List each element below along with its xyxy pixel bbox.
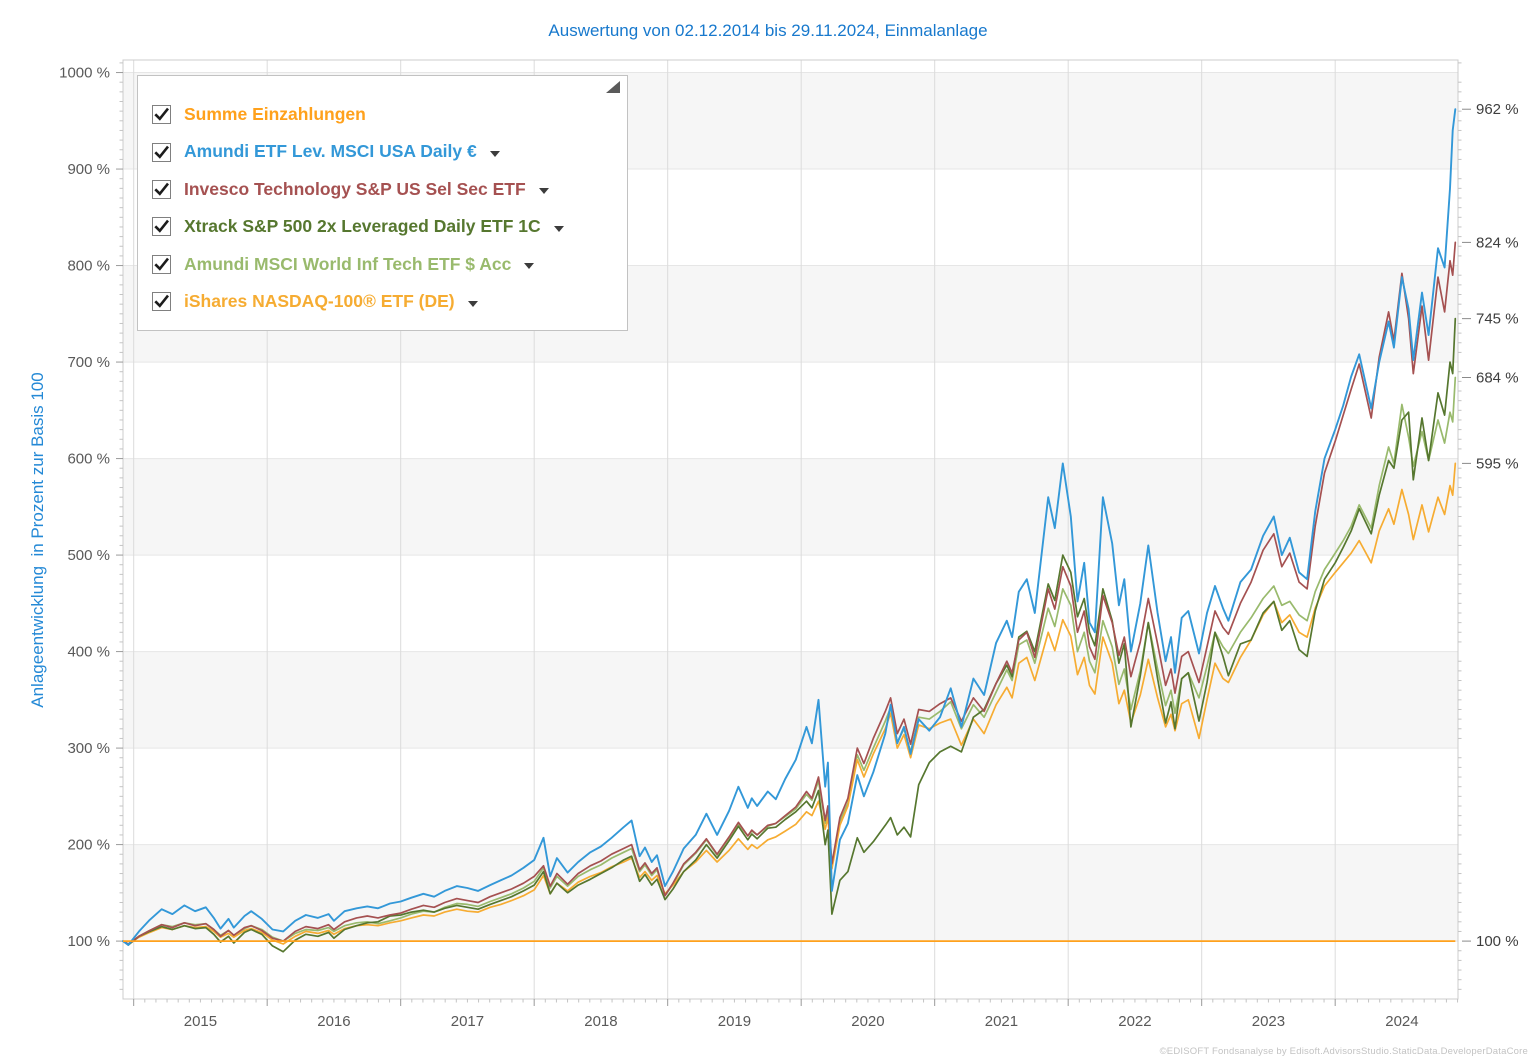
y-axis-label: 900 %: [67, 161, 110, 178]
x-axis-label: 2018: [584, 1013, 617, 1030]
x-axis-label: 2015: [184, 1013, 217, 1030]
legend-panel: Summe Einzahlungen Amundi ETF Lev. MSCI U…: [137, 75, 628, 331]
legend-item-5: Amundi MSCI World Inf Tech ETF $ Acc: [152, 246, 617, 283]
y-axis-label: 1000 %: [59, 65, 110, 82]
checkmark-icon: [154, 220, 169, 234]
legend-collapse-icon[interactable]: [606, 81, 620, 93]
legend-dropdown-icon-6[interactable]: [467, 300, 478, 307]
y-axis-label: 200 %: [67, 837, 110, 854]
y-axis-label: 400 %: [67, 644, 110, 661]
legend-checkbox-1[interactable]: [152, 105, 171, 125]
legend-checkbox-2[interactable]: [152, 142, 171, 162]
legend-label-4: Xtrack S&P 500 2x Leveraged Daily ETF 1C: [184, 216, 541, 237]
legend-label-5: Amundi MSCI World Inf Tech ETF $ Acc: [184, 253, 512, 274]
end-value-label-3: 824 %: [1476, 234, 1519, 251]
end-value-label-2: 962 %: [1476, 101, 1519, 118]
series-line-4: [122, 317, 1457, 953]
legend-checkbox-5[interactable]: [152, 254, 171, 274]
series-line-2: [122, 108, 1457, 946]
series-line-3: [122, 241, 1457, 945]
legend-checkbox-4[interactable]: [152, 217, 171, 237]
y-axis-label: 300 %: [67, 740, 110, 757]
legend-rows: Summe Einzahlungen Amundi ETF Lev. MSCI U…: [152, 96, 617, 320]
y-axis-label: 600 %: [67, 451, 110, 468]
x-axis-label: 2019: [718, 1013, 751, 1030]
checkmark-icon: [154, 107, 169, 121]
y-axis-label: 800 %: [67, 258, 110, 275]
y-axis-label: 100 %: [67, 933, 110, 950]
legend-item-4: Xtrack S&P 500 2x Leveraged Daily ETF 1C: [152, 208, 617, 245]
x-axis-label: 2022: [1118, 1013, 1151, 1030]
legend-item-6: iShares NASDAQ-100® ETF (DE): [152, 283, 617, 320]
checkmark-icon: [154, 182, 169, 196]
y-axis-label: 700 %: [67, 354, 110, 371]
legend-dropdown-icon-3[interactable]: [538, 188, 549, 195]
chart-title: Auswertung von 02.12.2014 bis 29.11.2024…: [548, 21, 988, 40]
y-axis-title: Anlageentwicklung in Prozent zur Basis 1…: [28, 372, 47, 708]
legend-label-1: Summe Einzahlungen: [184, 103, 366, 124]
x-axis-label: 2024: [1385, 1013, 1418, 1030]
end-value-label-5: 684 %: [1476, 370, 1519, 387]
legend-checkbox-6[interactable]: [152, 292, 171, 312]
copyright-footer: ©EDISOFT Fondsanalyse by Edisoft.Advisor…: [1159, 1046, 1528, 1057]
x-axis-label: 2021: [985, 1013, 1018, 1030]
checkmark-icon: [154, 145, 169, 159]
end-value-label-1: 100 %: [1476, 933, 1519, 950]
legend-item-3: Invesco Technology S&P US Sel Sec ETF: [152, 171, 617, 208]
legend-label-6: iShares NASDAQ-100® ETF (DE): [184, 290, 455, 311]
checkmark-icon: [154, 257, 169, 271]
y-axis-label: 500 %: [67, 547, 110, 564]
legend-dropdown-icon-2[interactable]: [489, 151, 500, 158]
legend-dropdown-icon-4[interactable]: [553, 225, 564, 232]
legend-dropdown-icon-5[interactable]: [524, 263, 535, 270]
plot-band: [123, 458, 1458, 556]
x-axis-label: 2016: [317, 1013, 350, 1030]
legend-label-2: Amundi ETF Lev. MSCI USA Daily €: [184, 141, 477, 162]
legend-checkbox-3[interactable]: [152, 179, 171, 199]
checkmark-icon: [154, 294, 169, 308]
plot-band: [123, 651, 1458, 749]
legend-item-1: Summe Einzahlungen: [152, 96, 617, 133]
legend-item-2: Amundi ETF Lev. MSCI USA Daily €: [152, 133, 617, 170]
end-value-label-6: 595 %: [1476, 455, 1519, 472]
x-axis-label: 2020: [851, 1013, 884, 1030]
legend-label-3: Invesco Technology S&P US Sel Sec ETF: [184, 178, 526, 199]
x-axis-label: 2017: [451, 1013, 484, 1030]
x-axis-label: 2023: [1252, 1013, 1285, 1030]
end-value-label-4: 745 %: [1476, 311, 1519, 328]
